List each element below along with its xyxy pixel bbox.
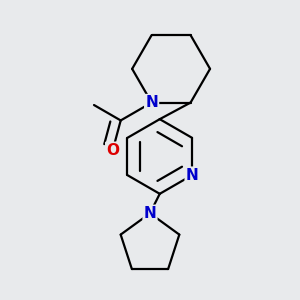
Text: N: N [186,168,198,183]
Text: N: N [145,95,158,110]
Text: O: O [106,143,119,158]
Text: N: N [144,206,156,221]
